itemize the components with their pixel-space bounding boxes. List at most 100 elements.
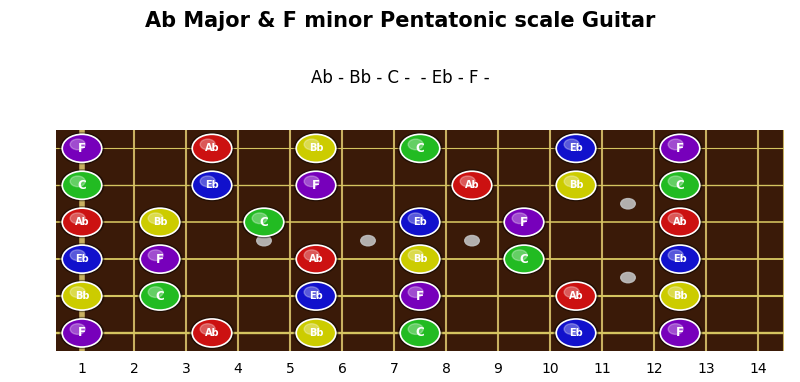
Circle shape xyxy=(658,133,702,164)
Circle shape xyxy=(200,139,215,150)
Circle shape xyxy=(400,282,440,310)
Circle shape xyxy=(400,245,440,273)
Circle shape xyxy=(668,250,683,261)
Text: Eb: Eb xyxy=(673,254,687,264)
Circle shape xyxy=(60,244,104,275)
Text: C: C xyxy=(260,216,268,229)
Circle shape xyxy=(257,235,271,246)
Circle shape xyxy=(70,250,85,261)
Circle shape xyxy=(242,207,286,238)
Circle shape xyxy=(504,208,544,236)
Circle shape xyxy=(502,244,546,275)
Text: Bb: Bb xyxy=(569,180,583,190)
Circle shape xyxy=(294,133,338,164)
Circle shape xyxy=(556,319,596,347)
Circle shape xyxy=(512,213,527,223)
Circle shape xyxy=(556,171,596,199)
Circle shape xyxy=(504,245,544,273)
Circle shape xyxy=(190,317,234,348)
Circle shape xyxy=(668,213,683,223)
Circle shape xyxy=(62,208,102,236)
Circle shape xyxy=(556,282,596,310)
Circle shape xyxy=(70,139,85,150)
Circle shape xyxy=(296,134,336,162)
Text: F: F xyxy=(520,216,528,229)
Circle shape xyxy=(400,208,440,236)
Circle shape xyxy=(554,317,598,348)
Text: C: C xyxy=(676,179,684,192)
Circle shape xyxy=(452,171,492,199)
Text: Ab: Ab xyxy=(465,180,479,190)
Text: Ab: Ab xyxy=(205,328,219,338)
Circle shape xyxy=(660,319,700,347)
Text: F: F xyxy=(416,290,424,303)
Circle shape xyxy=(148,287,163,298)
Circle shape xyxy=(450,170,494,201)
Circle shape xyxy=(140,208,180,236)
Circle shape xyxy=(140,282,180,310)
Circle shape xyxy=(60,280,104,312)
Circle shape xyxy=(62,134,102,162)
Circle shape xyxy=(564,287,579,298)
Circle shape xyxy=(304,176,319,187)
Circle shape xyxy=(70,213,85,223)
Circle shape xyxy=(658,280,702,312)
Text: Ab: Ab xyxy=(205,143,219,153)
Text: F: F xyxy=(156,253,164,265)
Circle shape xyxy=(294,244,338,275)
Circle shape xyxy=(660,208,700,236)
Circle shape xyxy=(252,213,267,223)
Circle shape xyxy=(62,171,102,199)
Text: C: C xyxy=(78,179,86,192)
Circle shape xyxy=(60,317,104,348)
Circle shape xyxy=(658,244,702,275)
Text: Bb: Bb xyxy=(413,254,427,264)
Circle shape xyxy=(400,134,440,162)
Text: Eb: Eb xyxy=(569,143,583,153)
Circle shape xyxy=(460,176,475,187)
Text: Ab Major & F minor Pentatonic scale Guitar: Ab Major & F minor Pentatonic scale Guit… xyxy=(145,11,655,31)
Circle shape xyxy=(361,235,375,246)
Circle shape xyxy=(190,133,234,164)
Circle shape xyxy=(60,207,104,238)
Circle shape xyxy=(62,282,102,310)
Circle shape xyxy=(668,324,683,334)
Circle shape xyxy=(192,171,232,199)
Circle shape xyxy=(148,250,163,261)
Circle shape xyxy=(60,170,104,201)
Text: Eb: Eb xyxy=(75,254,89,264)
Circle shape xyxy=(148,213,163,223)
Circle shape xyxy=(658,207,702,238)
Circle shape xyxy=(554,133,598,164)
Circle shape xyxy=(564,324,579,334)
Text: F: F xyxy=(78,327,86,340)
Text: C: C xyxy=(520,253,528,265)
Circle shape xyxy=(398,244,442,275)
Circle shape xyxy=(70,176,85,187)
Circle shape xyxy=(192,319,232,347)
Text: Ab - Bb - C -  - Eb - F -: Ab - Bb - C - - Eb - F - xyxy=(310,69,490,87)
Circle shape xyxy=(408,287,423,298)
Circle shape xyxy=(294,170,338,201)
Circle shape xyxy=(660,282,700,310)
Circle shape xyxy=(296,171,336,199)
Text: Bb: Bb xyxy=(673,291,687,301)
Text: Ab: Ab xyxy=(569,291,583,301)
Circle shape xyxy=(668,287,683,298)
Circle shape xyxy=(621,272,635,283)
Circle shape xyxy=(244,208,284,236)
Circle shape xyxy=(304,324,319,334)
Circle shape xyxy=(140,245,180,273)
Circle shape xyxy=(668,176,683,187)
Circle shape xyxy=(138,244,182,275)
Text: F: F xyxy=(78,142,86,155)
Circle shape xyxy=(400,319,440,347)
Circle shape xyxy=(658,170,702,201)
Circle shape xyxy=(658,317,702,348)
Circle shape xyxy=(398,133,442,164)
Text: Ab: Ab xyxy=(309,254,323,264)
Circle shape xyxy=(512,250,527,261)
Circle shape xyxy=(138,280,182,312)
Circle shape xyxy=(62,245,102,273)
Circle shape xyxy=(294,317,338,348)
